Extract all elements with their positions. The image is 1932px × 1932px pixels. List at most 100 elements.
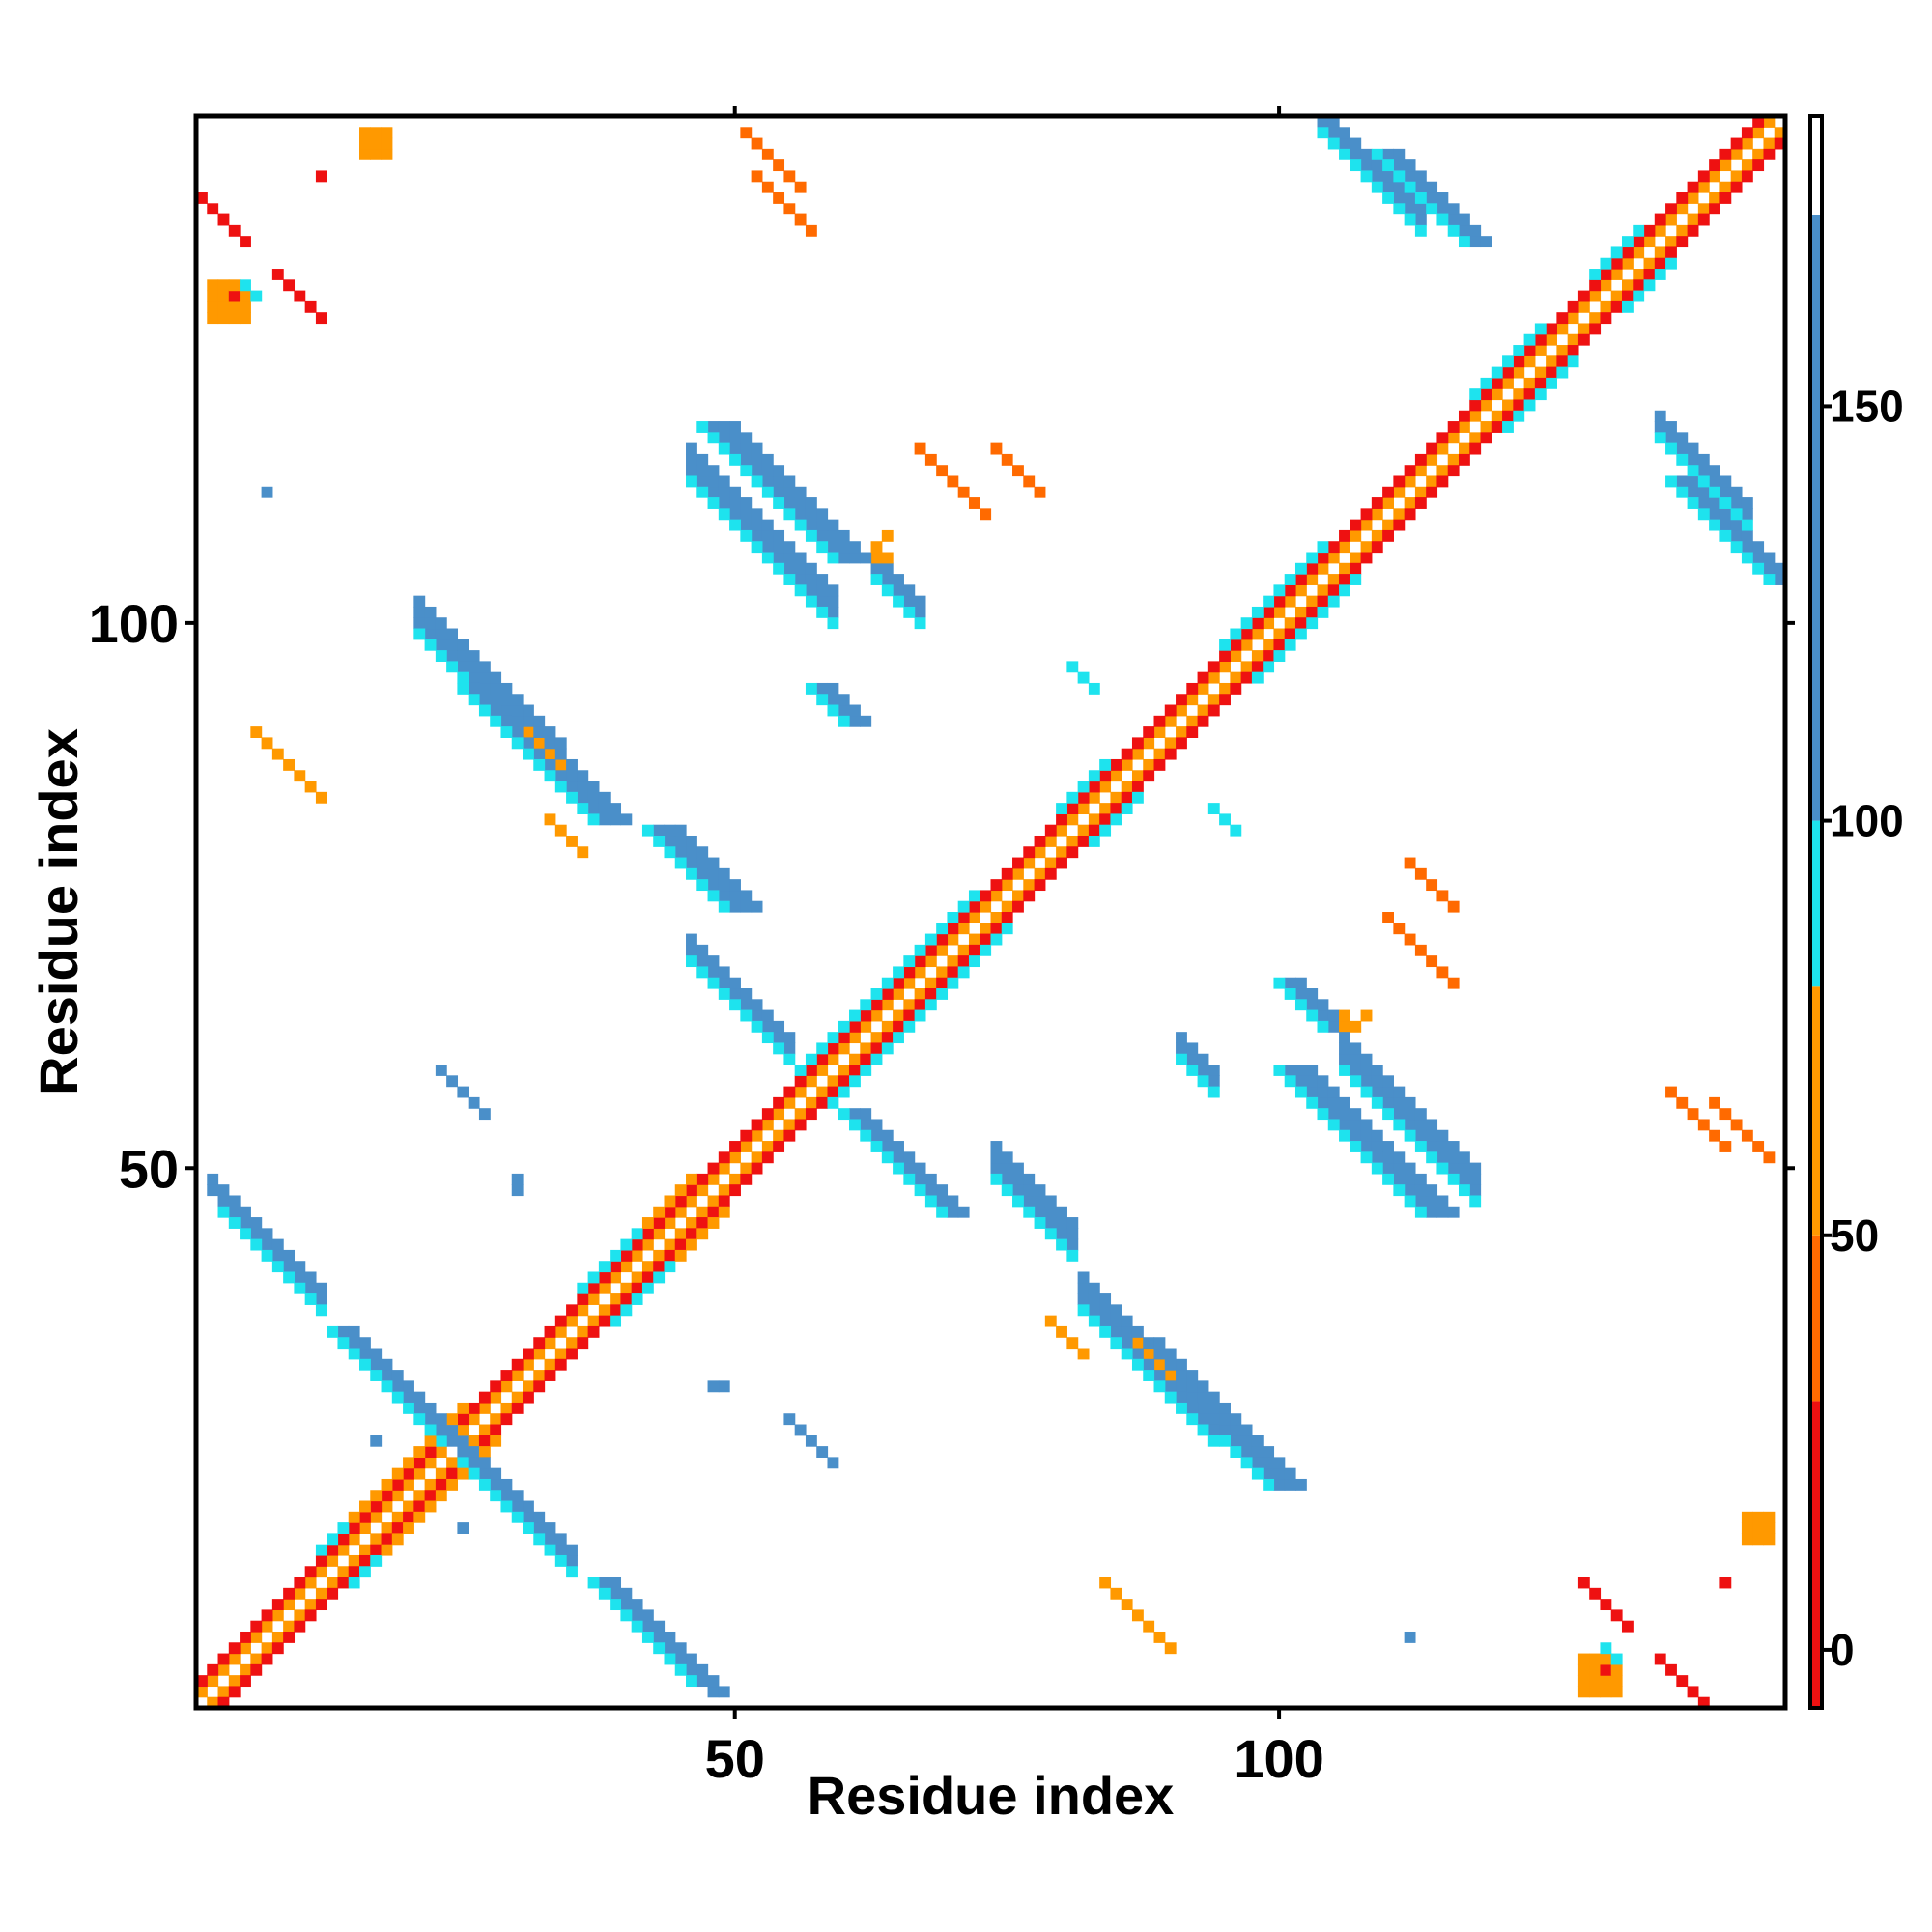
heatmap-cell xyxy=(1709,519,1720,531)
heatmap-cell xyxy=(751,137,763,150)
heatmap-cell xyxy=(1458,410,1470,422)
heatmap-cell xyxy=(1610,246,1623,259)
heatmap-cell xyxy=(696,1206,709,1218)
heatmap-cell xyxy=(1687,486,1699,498)
heatmap-cell xyxy=(686,1238,697,1251)
heatmap-cell xyxy=(838,541,850,554)
heatmap-cell xyxy=(707,1195,720,1208)
heatmap-cell xyxy=(250,1238,263,1251)
heatmap-cell xyxy=(631,1282,643,1294)
heatmap-cell xyxy=(1633,236,1645,248)
heatmap-cell xyxy=(761,486,774,498)
heatmap-cell xyxy=(359,1358,371,1371)
heatmap-cell xyxy=(271,1249,284,1262)
heatmap-cell xyxy=(1447,465,1460,477)
heatmap-cell xyxy=(1164,1348,1177,1360)
heatmap-cell xyxy=(523,748,534,760)
heatmap-cell xyxy=(1382,1086,1394,1098)
heatmap-cell xyxy=(1153,748,1166,760)
heatmap-cell xyxy=(1012,900,1024,913)
heatmap-cell xyxy=(294,770,306,782)
heatmap-cell xyxy=(1676,1675,1689,1688)
heatmap-cell xyxy=(1741,541,1753,554)
heatmap-cell xyxy=(1350,529,1362,542)
heatmap-cell xyxy=(653,1217,666,1229)
heatmap-cell xyxy=(794,181,807,193)
heatmap-cell xyxy=(1317,1096,1329,1109)
heatmap-cell xyxy=(924,999,937,1011)
heatmap-cell xyxy=(1284,1065,1296,1076)
heatmap-cell xyxy=(435,1446,447,1458)
heatmap-cell xyxy=(1273,628,1286,640)
heatmap-cell xyxy=(1382,192,1394,204)
heatmap-cell xyxy=(1633,279,1645,292)
heatmap-cell xyxy=(1709,159,1720,172)
heatmap-cell xyxy=(348,1566,360,1578)
heatmap-cell xyxy=(1687,181,1699,193)
heatmap-cell xyxy=(1458,1151,1470,1164)
heatmap-cell xyxy=(881,1151,894,1164)
heatmap-cell xyxy=(914,1173,926,1185)
heatmap-cell xyxy=(403,1467,414,1480)
heatmap-cell xyxy=(1317,562,1329,575)
heatmap-cell xyxy=(1600,279,1612,292)
heatmap-cell xyxy=(1393,181,1406,193)
heatmap-cell xyxy=(1382,912,1394,923)
heatmap-cell xyxy=(783,574,796,585)
heatmap-cell xyxy=(849,541,861,554)
heatmap-cell xyxy=(478,1446,491,1458)
heatmap-cell xyxy=(1426,1141,1438,1152)
heatmap-cell xyxy=(1001,867,1013,880)
heatmap-cell xyxy=(403,1522,414,1534)
heatmap-cell xyxy=(468,694,480,706)
heatmap-cell xyxy=(1164,704,1177,717)
heatmap-cell xyxy=(664,846,676,859)
heatmap-cell xyxy=(1164,1370,1177,1381)
heatmap-cell xyxy=(1469,1162,1482,1175)
heatmap-cell xyxy=(554,781,567,793)
heatmap-cell xyxy=(783,1129,796,1142)
heatmap-cell xyxy=(718,977,730,989)
heatmap-cell xyxy=(740,453,753,466)
heatmap-cell xyxy=(838,1065,850,1076)
heatmap-cell xyxy=(1600,1675,1612,1688)
heatmap-cell xyxy=(533,758,546,771)
heatmap-cell xyxy=(1414,170,1427,183)
heatmap-cell xyxy=(1654,432,1666,444)
heatmap-cell xyxy=(228,1675,241,1688)
heatmap-cell xyxy=(674,835,687,847)
heatmap-cell xyxy=(1719,475,1732,488)
heatmap-cell xyxy=(914,999,926,1011)
heatmap-cell xyxy=(1752,1533,1765,1546)
heatmap-cell xyxy=(1339,127,1350,139)
heatmap-cell xyxy=(1110,813,1122,826)
heatmap-cell xyxy=(1230,824,1242,837)
heatmap-cell xyxy=(783,541,796,554)
heatmap-cell xyxy=(1240,1457,1253,1469)
heatmap-cell xyxy=(1371,1141,1383,1152)
heatmap-cell xyxy=(1426,1195,1438,1208)
heatmap-cell xyxy=(1577,290,1590,302)
heatmap-cell xyxy=(1143,1620,1155,1633)
heatmap-cell xyxy=(729,453,741,466)
heatmap-cell xyxy=(1458,236,1470,248)
heatmap-cell xyxy=(1176,704,1187,717)
heatmap-cell xyxy=(816,694,829,706)
heatmap-cell xyxy=(1393,1162,1406,1175)
heatmap-cell xyxy=(523,1380,534,1393)
heatmap-cell xyxy=(500,1380,513,1393)
colorbar-bin xyxy=(1810,1401,1822,1708)
heatmap-cell xyxy=(435,639,447,651)
heatmap-cell xyxy=(805,1053,817,1065)
heatmap-cell xyxy=(1556,355,1569,368)
heatmap-cell xyxy=(457,1424,469,1436)
heatmap-cell xyxy=(523,704,534,717)
heatmap-cell xyxy=(1654,257,1666,270)
heatmap-cell xyxy=(924,955,937,968)
heatmap-cell xyxy=(740,1009,753,1022)
heatmap-cell xyxy=(1393,148,1406,160)
heatmap-cell xyxy=(1436,475,1449,488)
heatmap-cell xyxy=(968,497,980,509)
heatmap-cell xyxy=(1687,475,1699,488)
heatmap-cell xyxy=(523,1358,534,1371)
